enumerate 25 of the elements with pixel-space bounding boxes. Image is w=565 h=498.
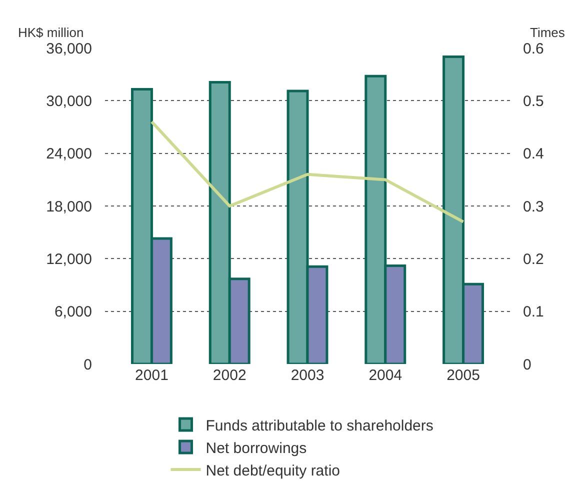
y-tick-label: 0 (84, 356, 92, 374)
y-tick-label: 18,000 (46, 198, 92, 216)
x-tick-label: 2003 (290, 367, 324, 384)
y-tick-label: 24,000 (46, 146, 92, 163)
x-tick-label: 2001 (135, 367, 168, 384)
y-tick-label: 36,000 (46, 40, 92, 58)
x-tick-label: 2005 (446, 367, 480, 384)
y-tick-label: 12,000 (46, 250, 92, 268)
y-tick-label: 30,000 (46, 92, 92, 110)
y-tick-label: 6,000 (54, 304, 92, 321)
y2-tick-label: 0.2 (523, 250, 544, 268)
x-tick-label: 2002 (212, 367, 246, 384)
y2-tick-label: 0.5 (523, 92, 544, 110)
y2-axis-title: Times (530, 25, 565, 40)
y2-tick-label: 0.4 (523, 146, 544, 163)
y-axis-title: HK$ million (18, 25, 84, 40)
legend-label: Net debt/equity ratio (206, 462, 340, 480)
x-tick-label: 2004 (368, 367, 402, 384)
legend-label: Funds attributable to shareholders (206, 417, 434, 434)
y2-tick-label: 0.1 (523, 304, 544, 321)
y2-tick-label: 0.6 (523, 40, 544, 58)
line-series (150, 120, 465, 224)
legend-label: Net borrowings (206, 440, 307, 457)
y2-tick-label: 0 (523, 356, 532, 374)
y2-tick-label: 0.3 (523, 198, 544, 216)
